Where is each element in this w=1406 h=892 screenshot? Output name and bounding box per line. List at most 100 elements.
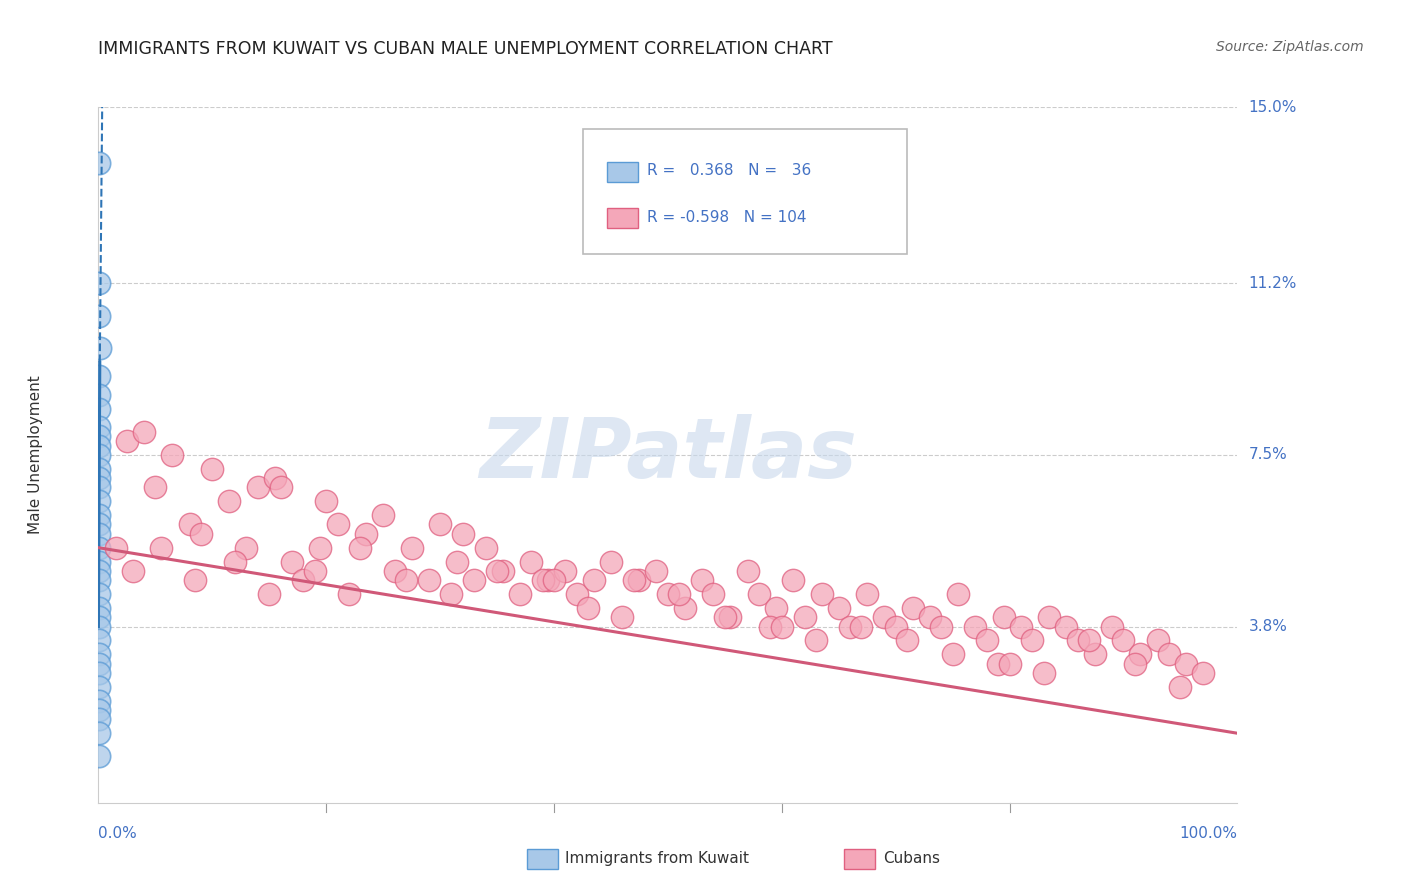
Point	[765, 601, 787, 615]
Point	[89, 703, 111, 717]
Text: 7.5%: 7.5%	[1249, 448, 1286, 462]
Point	[1157, 648, 1180, 662]
Point	[395, 573, 418, 587]
Point	[543, 573, 565, 587]
Point	[657, 587, 679, 601]
Point	[492, 564, 515, 578]
Point	[531, 573, 554, 587]
Point	[304, 564, 326, 578]
Point	[87, 420, 110, 434]
Point	[793, 610, 815, 624]
Point	[582, 573, 605, 587]
Point	[537, 573, 560, 587]
Point	[87, 648, 110, 662]
Point	[1084, 648, 1107, 662]
Point	[87, 665, 110, 680]
Point	[474, 541, 496, 555]
Point	[576, 601, 599, 615]
Point	[804, 633, 827, 648]
Point	[668, 587, 690, 601]
Point	[87, 712, 110, 726]
Point	[1170, 680, 1192, 694]
Point	[418, 573, 440, 587]
Point	[1192, 665, 1215, 680]
Point	[998, 657, 1021, 671]
Point	[839, 619, 862, 633]
Point	[87, 726, 110, 740]
Point	[89, 657, 111, 671]
Point	[162, 448, 184, 462]
Point	[451, 526, 474, 541]
Point	[87, 573, 110, 587]
Text: Source: ZipAtlas.com: Source: ZipAtlas.com	[1216, 40, 1364, 54]
Point	[270, 480, 292, 494]
Point	[1112, 633, 1135, 648]
Point	[1146, 633, 1168, 648]
Point	[1175, 657, 1198, 671]
Point	[828, 601, 851, 615]
Point	[645, 564, 668, 578]
Point	[87, 429, 110, 443]
Point	[612, 610, 634, 624]
Point	[89, 462, 111, 476]
Text: 3.8%: 3.8%	[1249, 619, 1288, 634]
Point	[89, 401, 111, 416]
Point	[224, 555, 246, 569]
Text: Cubans: Cubans	[883, 851, 941, 865]
Point	[87, 369, 110, 384]
Point	[89, 439, 111, 453]
Point	[145, 480, 167, 494]
Point	[179, 517, 201, 532]
Point	[673, 601, 696, 615]
Point	[851, 619, 873, 633]
Point	[737, 564, 759, 578]
Point	[486, 564, 509, 578]
Point	[87, 541, 110, 555]
Point	[948, 587, 970, 601]
Point	[349, 541, 371, 555]
Point	[873, 610, 896, 624]
Point	[565, 587, 588, 601]
Point	[89, 610, 111, 624]
Point	[1067, 633, 1090, 648]
Point	[87, 526, 110, 541]
Point	[115, 434, 138, 448]
Point	[918, 610, 941, 624]
Text: 15.0%: 15.0%	[1249, 100, 1296, 114]
Point	[87, 619, 110, 633]
Point	[782, 573, 804, 587]
Point	[720, 610, 742, 624]
Point	[896, 633, 918, 648]
Point	[89, 555, 111, 569]
Point	[337, 587, 360, 601]
Point	[87, 694, 110, 708]
Point	[993, 610, 1015, 624]
Point	[89, 277, 111, 291]
Point	[1129, 648, 1152, 662]
Point	[628, 573, 651, 587]
Point	[1101, 619, 1123, 633]
Point	[89, 680, 111, 694]
Point	[987, 657, 1010, 671]
Point	[89, 387, 111, 401]
Point	[87, 601, 110, 615]
Point	[87, 309, 110, 323]
Point	[600, 555, 623, 569]
Point	[87, 508, 110, 523]
Point	[690, 573, 713, 587]
Point	[446, 555, 468, 569]
Text: 11.2%: 11.2%	[1249, 276, 1296, 291]
Point	[87, 633, 110, 648]
Text: R = -0.598   N = 104: R = -0.598 N = 104	[647, 210, 806, 225]
Point	[770, 619, 793, 633]
Text: R =   0.368   N =   36: R = 0.368 N = 36	[647, 163, 811, 178]
Point	[901, 601, 924, 615]
Point	[1078, 633, 1101, 648]
Point	[87, 749, 110, 764]
Point	[121, 564, 143, 578]
Point	[1032, 665, 1054, 680]
Point	[87, 564, 110, 578]
Point	[87, 471, 110, 485]
Point	[509, 587, 531, 601]
Point	[190, 526, 212, 541]
